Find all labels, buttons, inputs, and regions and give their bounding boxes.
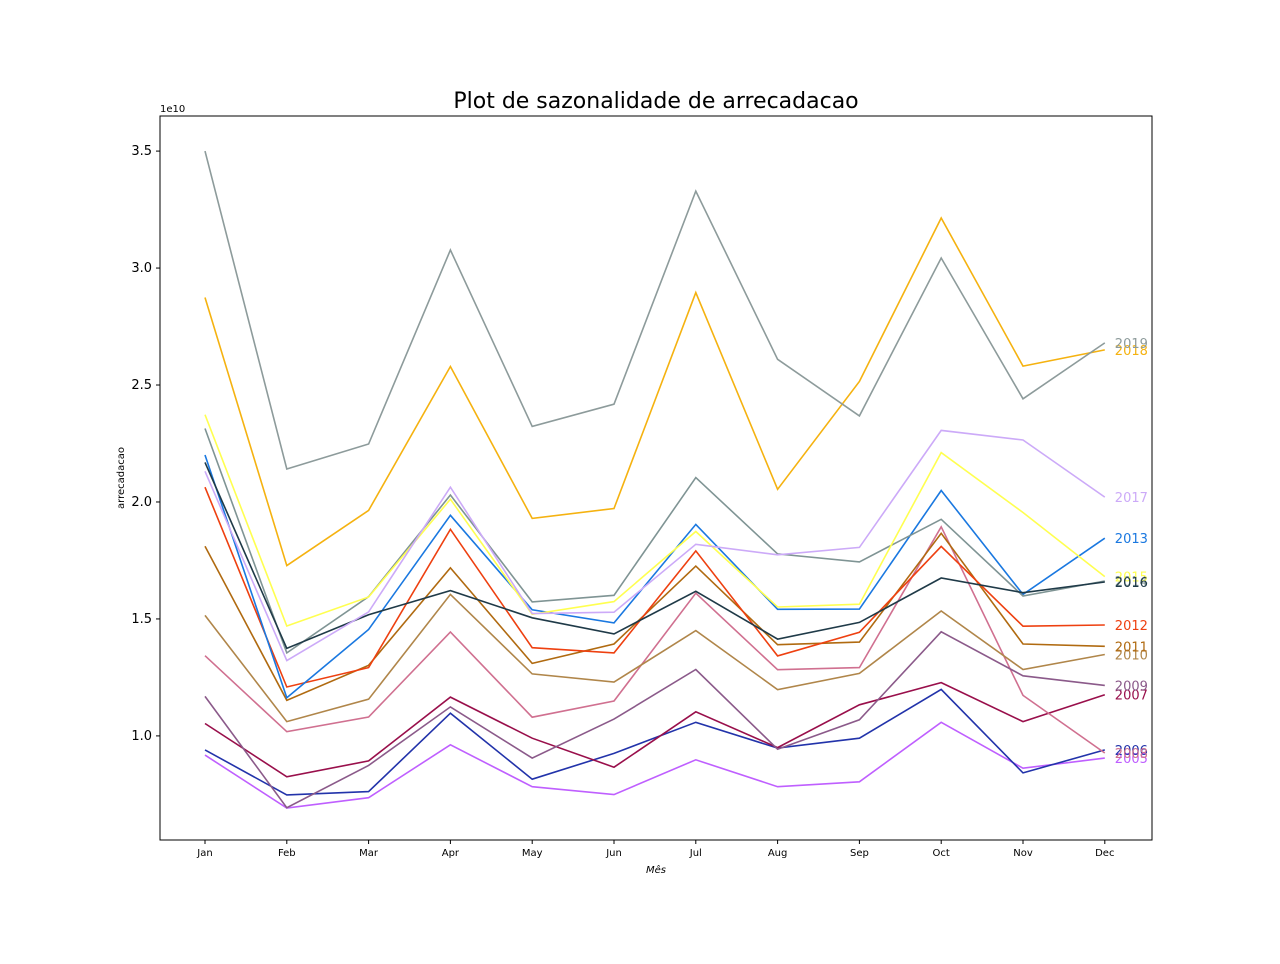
x-tick-label-feb: Feb [278, 848, 296, 859]
series-end-label-2019: 2019 [1115, 337, 1148, 352]
x-axis-label: Mês [646, 864, 666, 876]
y-tick-label-1-5: 1.5 [131, 612, 152, 627]
y-axis-offset-label: 1e10 [160, 104, 185, 115]
series-layer [204, 150, 1106, 809]
series-end-label-2011: 2011 [1115, 640, 1148, 655]
series-line-2017 [204, 429, 1106, 662]
chart-title: Plot de sazonalidade de arrecadacao [453, 89, 858, 114]
series-end-label-2013: 2013 [1115, 532, 1148, 547]
series-line-2018 [204, 216, 1105, 567]
series-line-2007 [204, 681, 1106, 778]
series-end-label-2005: 2005 [1115, 752, 1148, 767]
series-line-2005 [204, 721, 1105, 809]
series-line-2010 [204, 593, 1105, 723]
x-tick-label-dec: Dec [1095, 848, 1114, 859]
series-end-label-2017: 2017 [1115, 491, 1148, 506]
series-line-2006 [204, 688, 1106, 796]
y-tick-label-2-5: 2.5 [131, 378, 152, 393]
y-tick-label-3-0: 3.0 [131, 261, 152, 276]
series-end-label-2007: 2007 [1115, 689, 1148, 704]
x-tick-label-aug: Aug [768, 848, 788, 859]
series-line-2014 [204, 428, 1105, 655]
y-tick-label-2-0: 2.0 [131, 495, 152, 510]
x-axis-ticks: Jan Feb Mar Apr May Jun Jul Aug Sep Oct Nov Dec [196, 840, 1114, 859]
x-tick-label-nov: Nov [1013, 848, 1033, 859]
x-tick-label-sep: Sep [850, 848, 869, 859]
series-line-2015 [204, 414, 1106, 628]
x-tick-label-mar: Mar [359, 848, 379, 859]
x-tick-label-jan: Jan [196, 848, 212, 859]
series-line-2019 [204, 150, 1106, 471]
x-tick-label-apr: Apr [442, 848, 460, 859]
y-axis-label: arrecadacao [116, 447, 127, 509]
series-line-2009 [204, 630, 1105, 809]
series-end-label-2010: 2010 [1115, 648, 1148, 663]
series-end-label-2014: 2014 [1115, 575, 1148, 590]
series-line-2012 [204, 486, 1105, 688]
y-tick-label-1-0: 1.0 [131, 729, 152, 744]
x-tick-label-jun: Jun [605, 848, 622, 859]
x-tick-label-may: May [522, 848, 543, 859]
series-end-label-2015: 2015 [1115, 571, 1148, 586]
y-tick-label-3-5: 3.5 [131, 144, 152, 159]
series-line-2013 [204, 454, 1106, 700]
x-tick-label-jul: Jul [689, 848, 702, 859]
x-tick-label-oct: Oct [933, 848, 950, 859]
y-axis-ticks: 1.0 1.5 2.0 2.5 3.0 3.5 [131, 144, 160, 744]
series-line-2008 [204, 525, 1106, 754]
plot-area-frame [159, 115, 1153, 841]
series-end-label-2012: 2012 [1115, 619, 1148, 634]
series-end-label-2006: 2006 [1115, 744, 1148, 759]
series-end-label-2018: 2018 [1115, 344, 1148, 359]
series-end-label-2009: 2009 [1115, 679, 1148, 694]
series-end-label-2008: 2008 [1115, 747, 1148, 762]
series-end-label-2016: 2016 [1115, 576, 1148, 591]
